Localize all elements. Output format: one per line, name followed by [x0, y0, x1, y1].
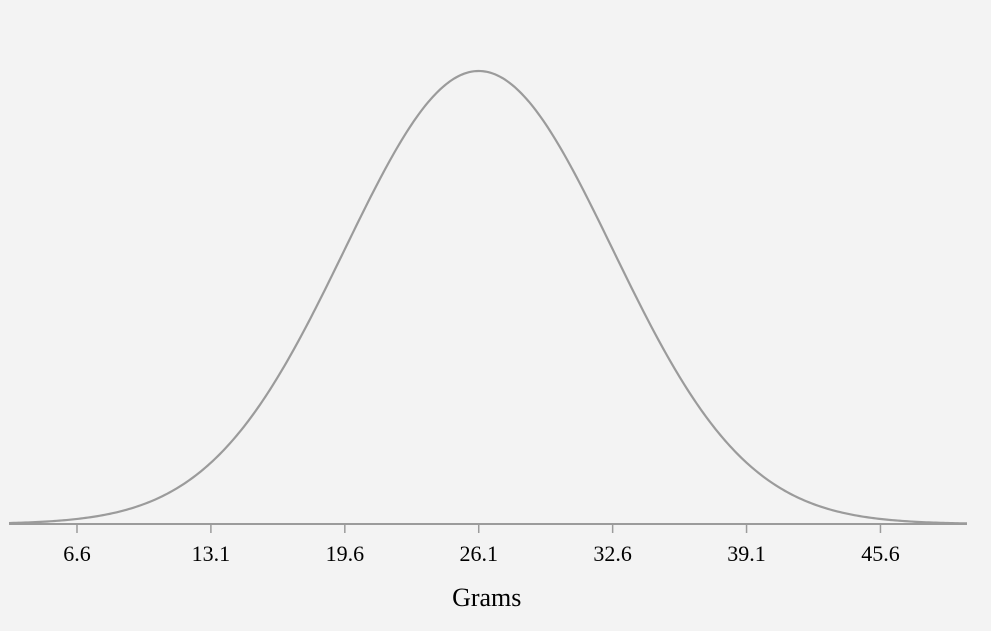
- x-tick-label: 32.6: [593, 541, 632, 566]
- x-axis-title: Grams: [452, 583, 521, 612]
- x-tick-label: 19.6: [326, 541, 365, 566]
- x-axis-ticks: 6.6 13.1 19.6 26.1 32.6 39.1 45.6: [63, 524, 900, 566]
- density-curve: [8, 69, 968, 525]
- x-tick-label: 13.1: [192, 541, 231, 566]
- x-tick-label: 45.6: [861, 541, 900, 566]
- x-tick-label: 26.1: [459, 541, 498, 566]
- x-tick-label: 6.6: [63, 541, 91, 566]
- x-tick-label: 39.1: [727, 541, 766, 566]
